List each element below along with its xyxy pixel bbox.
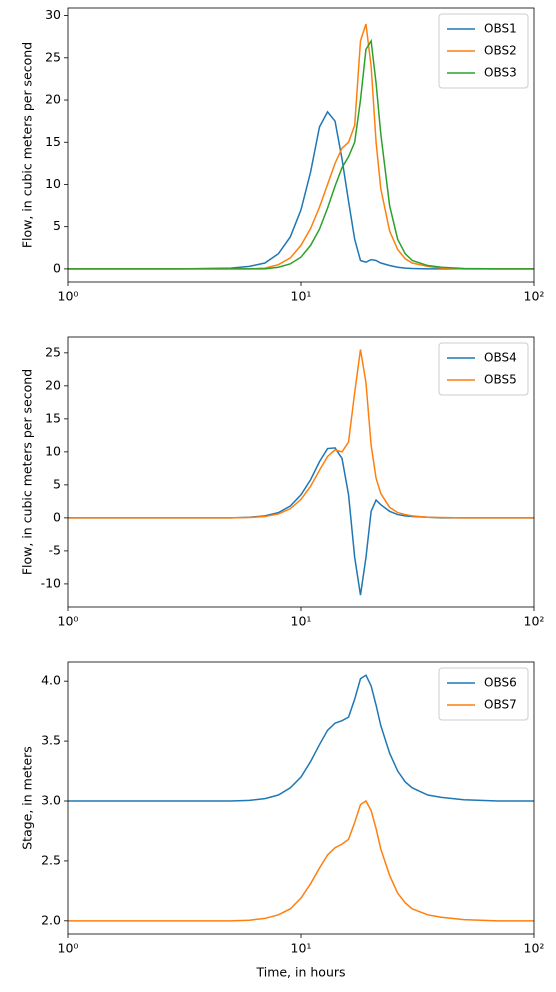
y-tick-label: 5 [53, 476, 61, 491]
plot-area [68, 349, 534, 596]
y-tick-label: 15 [45, 134, 61, 149]
y-axis-label: Flow, in cubic meters per second [20, 369, 35, 575]
subplot: 0 5 10 15 20 25 30 10⁰ 10¹ 10² Flow, in cubic mete… [20, 7, 545, 303]
y-tick-label: 3.5 [41, 733, 61, 748]
x-tick-label: 10⁰ [58, 941, 79, 956]
legend-box [438, 13, 529, 89]
series-line [68, 349, 534, 519]
y-tick-label: 4.0 [41, 673, 61, 688]
legend-label: OBS2 [484, 44, 517, 58]
series-line [68, 38, 534, 270]
y-tick-label: 15 [45, 410, 61, 425]
x-axis-label: Time, in hours [255, 965, 345, 980]
subplot: -10 -5 0 5 10 15 20 25 10⁰ 10¹ 10² Flow, in cubic m… [20, 336, 545, 629]
x-tick-label: 10¹ [291, 289, 312, 304]
y-tick-label: 20 [45, 377, 61, 392]
legend-box [438, 342, 529, 396]
series-line [68, 799, 534, 922]
legend-box [438, 667, 529, 721]
y-tick-label: 25 [45, 49, 61, 64]
y-tick-label: 2.5 [41, 852, 61, 867]
x-tick-label: 10¹ [291, 941, 312, 956]
y-tick-label: 5 [53, 218, 61, 233]
y-tick-label: 20 [45, 92, 61, 107]
series-line [68, 447, 534, 596]
x-tick-label: 10² [524, 289, 545, 304]
y-tick-label: 10 [45, 176, 61, 191]
x-tick-label: 10⁰ [58, 289, 79, 304]
series-line [68, 110, 534, 270]
x-tick-label: 10² [524, 614, 545, 629]
legend-label: OBS3 [484, 66, 517, 80]
y-tick-label: 25 [45, 344, 61, 359]
y-axis-label: Flow, in cubic meters per second [20, 42, 35, 248]
y-tick-label: 0 [53, 260, 61, 275]
legend: OBS6 OBS7 [438, 667, 529, 721]
y-tick-label: -5 [49, 542, 61, 557]
y-tick-label: 30 [45, 7, 61, 22]
legend-label: OBS6 [484, 676, 517, 690]
y-tick-label: 2.0 [41, 912, 61, 927]
legend: OBS4 OBS5 [438, 342, 529, 396]
series-line [68, 674, 534, 802]
legend-label: OBS7 [484, 698, 517, 712]
y-tick-label: 10 [45, 443, 61, 458]
legend-label: OBS5 [484, 373, 517, 387]
y-tick-label: -10 [41, 575, 61, 590]
plot-area [68, 674, 534, 922]
y-tick-label: 0 [53, 509, 61, 524]
x-tick-label: 10² [524, 941, 545, 956]
x-tick-label: 10¹ [291, 614, 312, 629]
legend-label: OBS4 [484, 351, 517, 365]
subplot: 2.0 2.5 3.0 3.5 4.0 10⁰ 10¹ 10² Stage, in meters… [20, 661, 545, 980]
y-axis-label: Stage, in meters [20, 746, 35, 850]
plot-area [68, 23, 534, 270]
x-tick-label: 10⁰ [58, 614, 79, 629]
legend-label: OBS1 [484, 22, 517, 36]
legend: OBS1 OBS2 OBS3 [438, 13, 529, 89]
y-tick-label: 3.0 [41, 792, 61, 807]
